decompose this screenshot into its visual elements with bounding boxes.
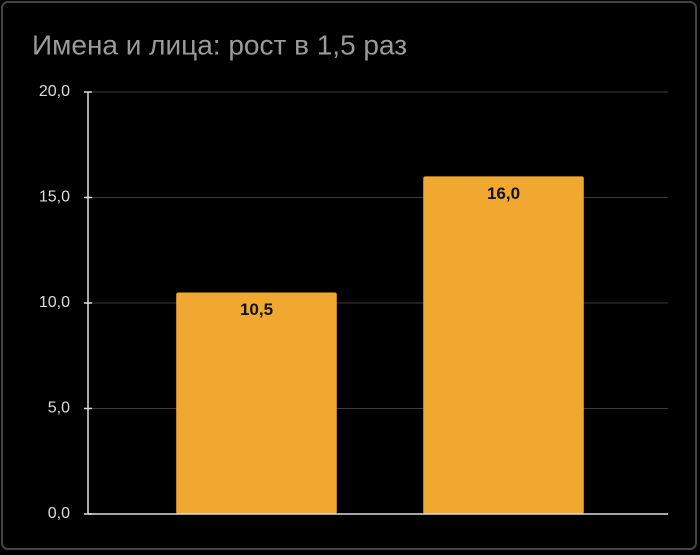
- y-tick-label: 5,0: [48, 400, 70, 417]
- bar: [423, 176, 584, 514]
- chart-title: Имена и лица: рост в 1,5 раз: [32, 29, 407, 60]
- value-label: 16,0: [487, 184, 520, 203]
- value-label: 10,5: [240, 300, 273, 319]
- y-tick-label: 15,0: [39, 189, 70, 206]
- y-tick-label: 10,0: [39, 294, 70, 311]
- y-tick-label: 20,0: [39, 83, 70, 100]
- bar: [176, 292, 337, 514]
- y-tick-label: 0,0: [48, 505, 70, 522]
